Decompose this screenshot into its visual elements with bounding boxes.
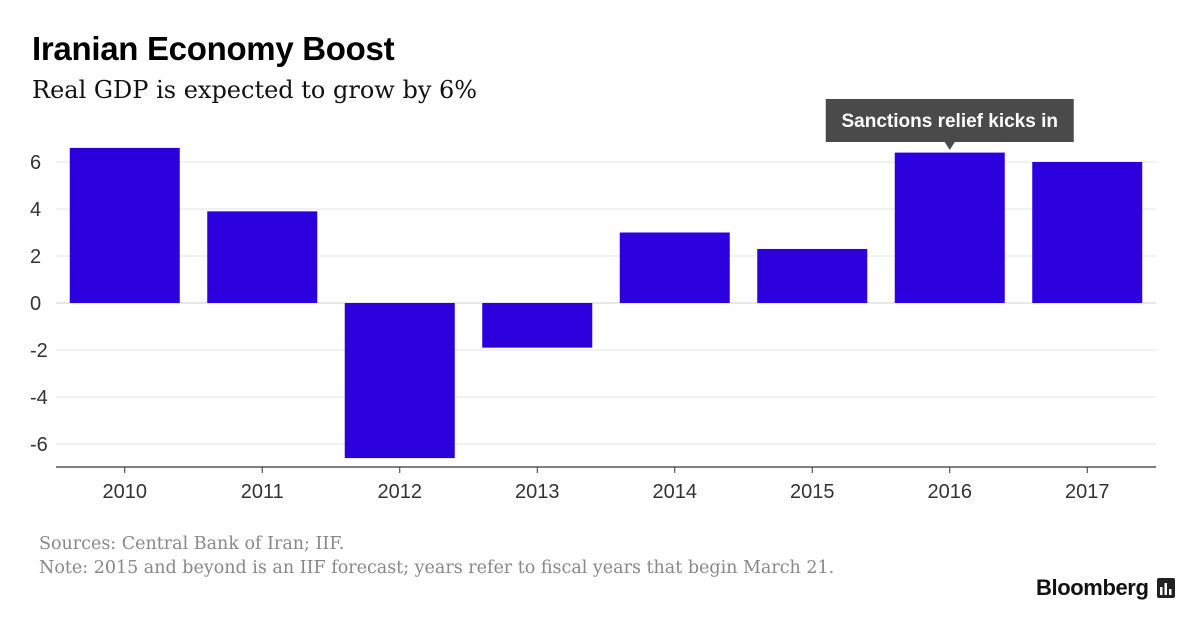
- y-tick-label: 4: [30, 199, 41, 221]
- y-tick-label: 6: [30, 152, 41, 174]
- bloomberg-chart-icon: [1157, 578, 1175, 598]
- bar-2013: [482, 303, 593, 348]
- annotation-pointer: [944, 142, 955, 150]
- chart-subtitle: Real GDP is expected to grow by 6%: [32, 76, 478, 104]
- bar-2011: [207, 211, 318, 303]
- x-tick-label-2012: 2012: [378, 481, 423, 503]
- footnote: Note: 2015 and beyond is an IIF forecast…: [39, 558, 835, 578]
- x-tick-label-2011: 2011: [241, 481, 284, 503]
- x-tick-label-2013: 2013: [515, 481, 560, 503]
- y-tick-label: -6: [30, 434, 48, 456]
- bloomberg-logo: Bloomberg: [1036, 575, 1149, 600]
- x-tick-label-2016: 2016: [928, 481, 973, 503]
- bar-2015: [757, 248, 868, 303]
- annotation-box: [825, 99, 1074, 142]
- source-note: Sources: Central Bank of Iran; IIF.: [39, 534, 345, 554]
- x-tick-label-2017: 2017: [1065, 481, 1110, 503]
- x-tick-label-2015: 2015: [790, 481, 835, 503]
- y-tick-label: 2: [30, 246, 41, 268]
- bar-2010: [69, 147, 180, 303]
- bar-2016: [894, 152, 1005, 303]
- y-tick-label: 0: [30, 293, 41, 315]
- chart-title: Iranian Economy Boost: [32, 30, 395, 67]
- bar-2014: [619, 232, 730, 303]
- x-tick-label-2014: 2014: [653, 481, 698, 503]
- bar-2012: [344, 303, 455, 459]
- annotation-callout: Sanctions relief kicks in: [825, 99, 1074, 150]
- y-tick-label: -2: [30, 340, 48, 362]
- annotation-text: Sanctions relief kicks in: [842, 111, 1058, 132]
- x-tick-label-2010: 2010: [103, 481, 148, 503]
- y-tick-label: -4: [30, 387, 48, 409]
- bar-2017: [1032, 162, 1143, 303]
